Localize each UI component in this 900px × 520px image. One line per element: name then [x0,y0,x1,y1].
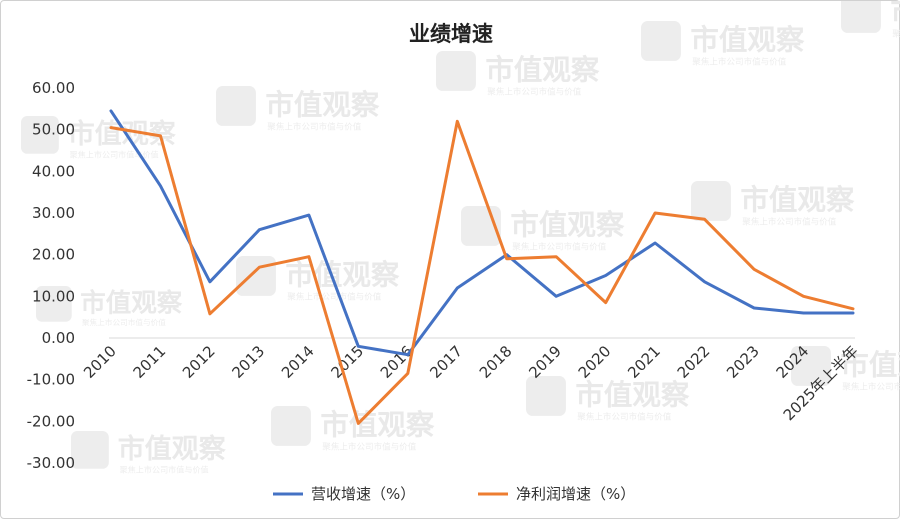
watermark-subtext: 聚焦上市公司市值与价值 [287,291,381,303]
watermark-subtext: 聚焦上市公司市值与价值 [577,411,671,423]
watermark-logo-icon [36,286,72,322]
x-tick-label: 2023 [723,342,763,382]
watermark-text: 市值观察 [80,289,183,319]
watermark-text: 市值观察 [118,433,227,465]
watermark-subtext: 聚焦上市公司市值与价值 [892,28,900,40]
watermark-text: 市值观察 [690,24,805,57]
watermark-logo-icon [236,256,276,296]
y-tick-label: 10.00 [32,287,75,305]
watermark-text: 市值观察 [265,89,380,122]
watermark-text: 市值观察 [575,379,690,412]
watermark-subtext: 聚焦上市公司市值与价值 [267,121,361,133]
watermark-logo-icon [526,376,566,416]
x-tick-label: 2022 [674,342,714,382]
watermark-logo-icon [271,406,311,446]
watermark-logo-icon [216,86,256,126]
watermark-logo-icon [436,51,476,91]
watermark-subtext: 聚焦上市公司市值与价值 [842,381,900,393]
watermark-subtext: 聚焦上市公司市值与价值 [512,241,606,253]
y-tick-label: 0.00 [42,329,75,347]
watermark-text: 市值观察 [740,184,855,217]
watermark-subtext: 聚焦上市公司市值与价值 [487,86,581,98]
watermark-text: 市值观察 [320,409,435,442]
watermark-logo-icon [691,181,731,221]
y-tick-label: -10.00 [27,371,75,389]
x-tick-label: 2017 [426,342,466,382]
x-tick-label: 2013 [228,342,268,382]
x-axis-ticks: 2010 2011 2012 2013 2014 2015 2016 2017 2018 2019… [80,342,862,424]
watermark-logo-icon [791,346,831,386]
x-tick-label: 2018 [476,342,516,382]
watermark-subtext: 聚焦上市公司市值与价值 [70,149,159,159]
watermark-logo-icon [21,116,59,154]
watermark-subtext: 聚焦上市公司市值与价值 [742,216,836,228]
watermark-subtext: 聚焦上市公司市值与价值 [692,56,786,68]
legend-label: 净利润增速（%） [516,485,635,503]
y-tick-label: 30.00 [32,204,75,222]
legend-label: 营收增速（%） [311,485,415,503]
series-line-1 [109,109,855,357]
y-tick-label: 60.00 [32,79,75,97]
x-tick-label: 2014 [278,342,318,382]
chart-title: 业绩增速 [409,22,493,46]
x-tick-label: 2011 [130,342,170,382]
series-line-2 [109,119,855,425]
watermark-subtext: 聚焦上市公司市值与价值 [322,441,416,453]
watermark-text: 市值观察 [890,1,900,29]
x-tick-label: 2012 [179,342,219,382]
y-tick-label: 50.00 [32,121,75,139]
series-layer [109,109,855,425]
watermark-layer: 市值观察聚焦上市公司市值与价值市值观察聚焦上市公司市值与价值市值观察聚焦上市公司… [21,1,900,474]
x-tick-label: 2021 [624,342,664,382]
watermark-subtext: 聚焦上市公司市值与价值 [120,464,209,474]
watermark-text: 市值观察 [485,54,600,87]
y-tick-label: -20.00 [27,412,75,430]
y-tick-label: -30.00 [27,454,75,472]
x-tick-label: 2019 [525,342,565,382]
watermark-subtext: 聚焦上市公司市值与价值 [82,317,166,327]
watermark-logo-icon [71,431,109,469]
watermark-text: 市值观察 [285,259,400,292]
x-tick-label: 2010 [80,342,120,382]
y-axis-ticks: 60.00 50.00 40.00 30.00 20.00 10.00 0.00 -10.00… [27,79,75,472]
watermark-text: 市值观察 [68,118,177,150]
watermark-logo-icon [641,21,681,61]
watermark-text: 市值观察 [840,349,900,382]
x-tick-label: 2020 [575,342,615,382]
y-tick-label: 20.00 [32,246,75,264]
y-tick-label: 40.00 [32,162,75,180]
watermark-logo-icon [841,1,881,33]
legend: 营收增速（%） 净利润增速（%） [273,485,635,503]
watermark-text: 市值观察 [510,209,625,242]
